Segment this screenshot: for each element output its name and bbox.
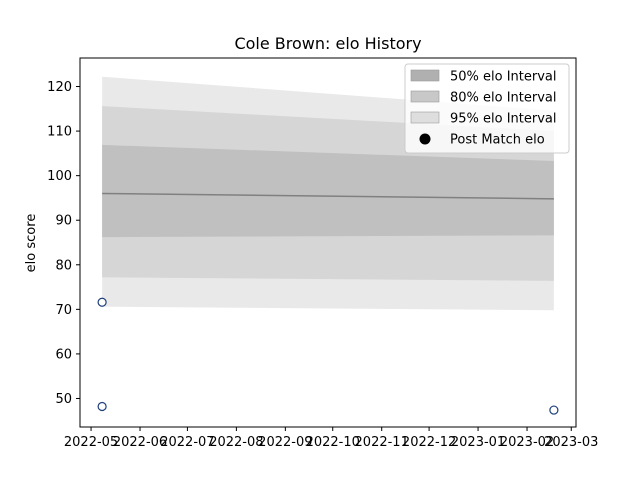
x-tick-label-2022-10: 2022-10 xyxy=(306,435,360,450)
x-tick-label-2022-08: 2022-08 xyxy=(209,435,263,450)
legend-swatch-0 xyxy=(410,69,440,82)
axes-frame xyxy=(79,57,577,428)
x-tick-label-2022-06: 2022-06 xyxy=(113,435,167,450)
y-tick-label-80: 80 xyxy=(55,258,72,273)
band-2 xyxy=(102,144,554,238)
mean-elo-line xyxy=(102,192,554,200)
chart-title: Cole Brown: elo History xyxy=(234,34,421,53)
x-tick-label-2022-12: 2022-12 xyxy=(402,435,456,450)
y-tick-label-100: 100 xyxy=(47,169,72,184)
y-axis-label: elo score xyxy=(24,214,39,273)
x-tick-label-2023-01: 2023-01 xyxy=(451,435,505,450)
legend-label-0: 50% elo Interval xyxy=(450,70,557,85)
post-match-point-1 xyxy=(97,401,107,412)
legend-label-2: 95% elo Interval xyxy=(450,112,557,127)
x-tick-label-2023-03: 2023-03 xyxy=(544,435,598,450)
x-tick-label-2022-11: 2022-11 xyxy=(355,435,409,450)
y-tick-label-50: 50 xyxy=(55,392,72,407)
x-tick-label-2022-07: 2022-07 xyxy=(160,435,214,450)
x-tick-label-2022-05: 2022-05 xyxy=(64,435,118,450)
legend-label-1: 80% elo Interval xyxy=(450,91,557,106)
axes: 50 60 70 80 90 100 110 120 2022-052022-062022-07… xyxy=(47,57,598,450)
legend-swatch-1 xyxy=(410,90,440,103)
x-tick-label-2022-09: 2022-09 xyxy=(258,435,312,450)
legend: 50% elo Interval 80% elo Interval 95% elo … xyxy=(404,63,570,154)
y-tick-label-110: 110 xyxy=(47,125,72,140)
y-tick-label-70: 70 xyxy=(55,303,72,318)
post-match-point-0 xyxy=(97,297,107,307)
legend-box xyxy=(404,63,570,154)
y-tick-label-120: 120 xyxy=(47,80,72,95)
x-tick-label-2023-02: 2023-02 xyxy=(500,435,554,450)
y-tick-label-90: 90 xyxy=(55,214,72,229)
post-match-point-2 xyxy=(549,405,559,415)
legend-label-points: Post Match elo xyxy=(450,133,545,148)
legend-swatch-2 xyxy=(410,111,440,124)
legend-marker-points xyxy=(419,133,431,145)
y-tick-label-60: 60 xyxy=(55,347,72,362)
